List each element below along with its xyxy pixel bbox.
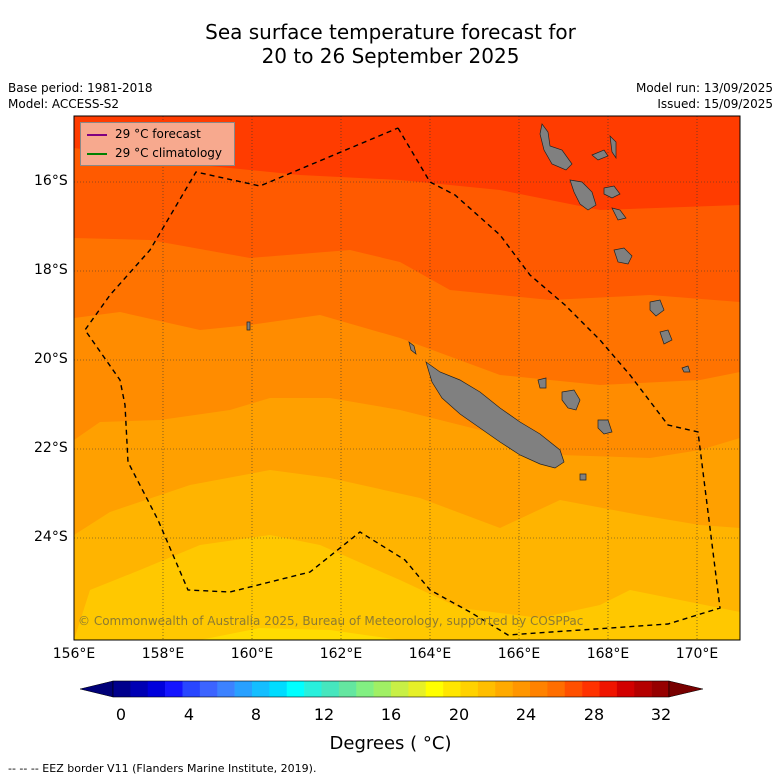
colorbar-cell [182,681,201,697]
colorbar-cell [338,681,357,697]
island-lifou [561,389,581,411]
island-ambrym [603,185,621,199]
colorbar-cell [199,681,218,697]
eez-border [84,127,721,636]
colorbar-cell [530,681,548,697]
colorbar-cell [286,681,305,697]
island-malekula [569,179,597,211]
land-masses [246,123,691,481]
colorbar-cell [321,681,340,697]
model-run: Model run: 13/09/2025 [635,81,773,95]
copyright-notice: © Commonwealth of Australia 2025, Bureau… [78,614,584,628]
model-name: Model: ACCESS-S2 [8,97,120,111]
colorbar-cell [217,681,235,697]
legend-forecast-line [87,133,107,136]
colorbar-tick-0: 0 [115,705,127,724]
sst-band-8 [200,628,400,640]
lon-label-168e: 168°E [586,646,630,662]
lon-label-164e: 164°E [408,646,452,662]
colorbar-cell [304,681,322,697]
chart-title-line2: 20 to 26 September 2025 [261,44,520,68]
colorbar-cell [582,681,600,697]
island-ouvea [537,377,547,389]
island-pentecost [609,135,617,160]
colorbar-cell [147,681,166,697]
colorbar-cell [616,681,635,697]
colorbar-tick-4: 4 [183,705,195,724]
colorbar [79,680,704,698]
island-efate [613,247,633,265]
colorbar-cell [165,681,183,697]
colorbar-cell [113,681,131,697]
issued-date: Issued: 15/09/2025 [657,97,773,111]
colorbar-cell [460,681,479,697]
colorbar-cell [495,681,513,697]
legend-climatology-line [87,152,107,155]
colorbar-cell [512,681,531,697]
colorbar-cell [269,681,288,697]
colorbar-cell [408,681,427,697]
colorbar-tick-8: 8 [250,705,262,724]
lon-label-160e: 160°E [230,646,274,662]
lat-label-24s: 24°S [34,529,68,545]
colorbar-cell [425,681,444,697]
lon-label-158e: 158°E [141,646,185,662]
colorbar-cell [599,681,618,697]
colorbar-cell [391,681,409,697]
base-period: Base period: 1981-2018 [8,81,153,95]
island-of-pines [579,473,587,481]
colorbar-cell [651,681,670,697]
lat-label-16s: 16°S [34,173,68,189]
colorbar-tick-24: 24 [515,705,537,724]
lat-label-18s: 18°S [34,262,68,278]
colorbar-tick-32: 32 [650,705,672,724]
colorbar-cell [564,681,583,697]
island-mare [597,419,613,435]
lon-label-166e: 166°E [497,646,541,662]
colorbar-arrow-right [668,680,704,698]
new-caledonia [425,361,565,469]
island-erromango [649,299,665,317]
colorbar-arrow-left [79,680,114,698]
island-maewo [591,149,609,161]
chart-title-line1: Sea surface temperature forecast for [205,20,576,44]
colorbar-cell [373,681,392,697]
map-frame [73,115,741,641]
colorbar-tick-20: 20 [448,705,470,724]
legend-forecast-label: 29 °C forecast [115,127,201,141]
colorbar-cell [634,681,652,697]
legend-forecast: 29 °C forecast [87,125,201,143]
legend-climatology-label: 29 °C climatology [115,146,223,160]
colorbar-title: Degrees ( °C) [329,733,452,754]
legend-climatology: 29 °C climatology [87,144,222,162]
island-aneityum [681,365,691,373]
lon-label-162e: 162°E [319,646,363,662]
colorbar-cell [252,681,270,697]
island-epi [611,207,627,221]
colorbar-cell [477,681,496,697]
island-belep [408,341,417,355]
colorbar-cell [443,681,461,697]
island-chesterfield [246,321,251,331]
island-tanna [659,329,673,345]
colorbar-cell [234,681,253,697]
colorbar-cell [130,681,149,697]
lat-label-20s: 20°S [34,351,68,367]
lat-label-22s: 22°S [34,440,68,456]
colorbar-tick-16: 16 [380,705,402,724]
colorbar-cell [356,681,374,697]
sst-band-7 [74,535,740,640]
colorbar-cell [547,681,566,697]
island-espiritu-santo [539,123,573,171]
colorbar-tick-12: 12 [313,705,335,724]
lon-label-170e: 170°E [675,646,719,662]
eez-footnote: -- -- -- EEZ border V11 (Flanders Marine… [8,762,317,775]
colorbar-tick-28: 28 [583,705,605,724]
graticule [74,116,740,640]
lon-label-156e: 156°E [52,646,96,662]
map-legend: 29 °C forecast 29 °C climatology [80,122,235,166]
